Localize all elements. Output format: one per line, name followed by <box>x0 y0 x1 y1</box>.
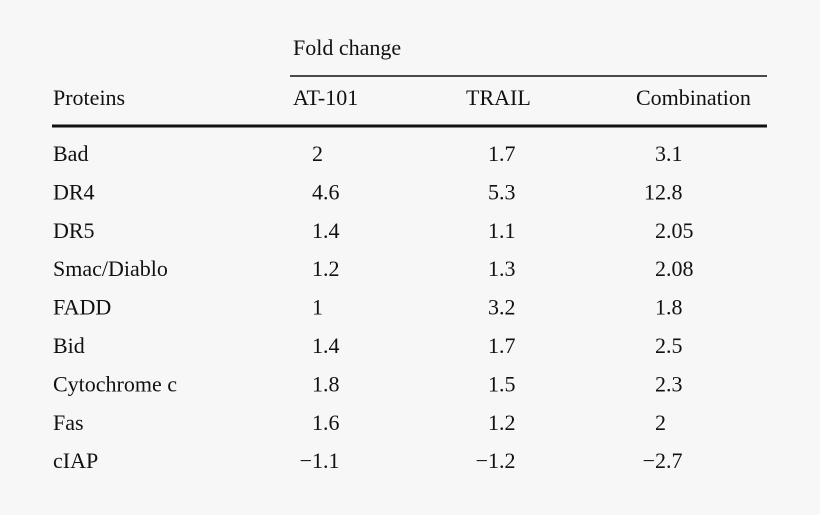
cell-value: 2 <box>312 141 323 166</box>
row-label: Smac/Diablo <box>53 256 168 281</box>
row-label: Bid <box>53 333 85 358</box>
row-label: cIAP <box>53 448 98 473</box>
cell-value: 2.3 <box>655 371 683 396</box>
cell-value: 2.08 <box>655 256 694 281</box>
row-label: Bad <box>53 141 88 166</box>
cell-value: 1.6 <box>312 410 340 435</box>
cell-value: 12.8 <box>644 179 683 204</box>
cell-value: 3.2 <box>488 295 516 320</box>
cell-value: 1 <box>312 295 323 320</box>
cell-value: 2.05 <box>655 218 694 243</box>
group-header: Fold change <box>293 35 401 60</box>
cell-value: 1.8 <box>655 295 683 320</box>
column-header: Proteins <box>53 85 125 110</box>
cell-value: 1.8 <box>312 371 340 396</box>
cell-value: 3.1 <box>655 141 683 166</box>
column-header: Combination <box>636 85 751 110</box>
cell-value: 2 <box>655 410 666 435</box>
row-label: Cytochrome c <box>53 371 177 396</box>
cell-value: 1.2 <box>312 256 340 281</box>
row-label: FADD <box>53 295 111 320</box>
column-header: TRAIL <box>466 85 531 110</box>
column-header: AT-101 <box>293 85 358 110</box>
cell-value: −1.1 <box>300 448 340 473</box>
cell-value: 2.5 <box>655 333 683 358</box>
row-label: Fas <box>53 410 84 435</box>
cell-value: 1.1 <box>488 218 516 243</box>
table-body: Proteins AT-101 TRAIL Combination Bad 2 1.7 3.1… <box>53 85 751 473</box>
cell-value: 1.3 <box>488 256 516 281</box>
cell-value: 5.3 <box>488 179 516 204</box>
cell-value: 4.6 <box>312 179 340 204</box>
row-label: DR5 <box>53 218 95 243</box>
cell-value: 1.4 <box>312 218 340 243</box>
cell-value: −2.7 <box>643 448 683 473</box>
cell-value: 1.7 <box>488 141 516 166</box>
cell-value: 1.7 <box>488 333 516 358</box>
cell-value: −1.2 <box>476 448 516 473</box>
cell-value: 1.4 <box>312 333 340 358</box>
cell-value: 1.2 <box>488 410 516 435</box>
cell-value: 1.5 <box>488 371 516 396</box>
row-label: DR4 <box>53 179 95 204</box>
